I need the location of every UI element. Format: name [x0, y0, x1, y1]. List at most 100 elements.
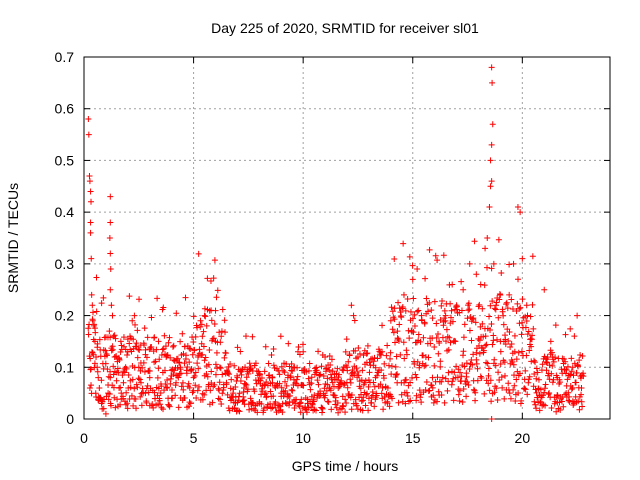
data-point [508, 296, 515, 303]
data-point [476, 337, 483, 344]
data-point [246, 360, 253, 367]
data-point [526, 373, 533, 380]
data-point [384, 342, 391, 349]
data-point [464, 379, 471, 386]
data-point [247, 395, 254, 402]
data-point [392, 339, 399, 346]
data-point [305, 367, 312, 374]
data-point [206, 347, 213, 354]
data-point [389, 395, 396, 402]
data-point [578, 391, 585, 398]
data-point [459, 399, 466, 406]
data-point [417, 338, 424, 345]
data-point [401, 355, 408, 362]
data-point [107, 286, 114, 293]
data-point [536, 407, 543, 414]
data-point [158, 404, 165, 411]
y-tick-label: 0.5 [55, 152, 75, 168]
data-point [473, 349, 480, 356]
data-point [123, 389, 130, 396]
data-point [394, 328, 401, 335]
data-point [151, 334, 158, 341]
data-point [406, 253, 413, 260]
data-point [552, 322, 559, 329]
data-point [494, 396, 501, 403]
data-point [519, 296, 526, 303]
data-point [421, 320, 428, 327]
data-point [242, 333, 249, 340]
data-point [98, 300, 105, 307]
data-point [429, 315, 436, 322]
data-point [448, 314, 455, 321]
data-point [225, 363, 232, 370]
data-point [360, 381, 367, 388]
data-point [289, 368, 296, 375]
data-point [518, 331, 525, 338]
data-point [486, 203, 493, 210]
data-point [162, 380, 169, 387]
data-point [358, 398, 365, 405]
data-point [139, 364, 146, 371]
data-point [355, 345, 362, 352]
data-point [155, 365, 162, 372]
data-point [517, 304, 524, 311]
data-point [548, 404, 555, 411]
data-point [468, 337, 475, 344]
data-point [278, 363, 285, 370]
data-point [285, 340, 292, 347]
data-point [102, 347, 109, 354]
data-point [450, 397, 457, 404]
data-point [519, 255, 526, 262]
data-point [87, 219, 94, 226]
data-point [545, 391, 552, 398]
data-point [482, 333, 489, 340]
data-point [135, 375, 142, 382]
data-point [532, 386, 539, 393]
data-point [117, 401, 124, 408]
data-point [203, 322, 210, 329]
data-point [492, 362, 499, 369]
data-point [544, 354, 551, 361]
data-point [357, 385, 364, 392]
data-point [212, 371, 219, 378]
data-point [192, 382, 199, 389]
data-point [460, 334, 467, 341]
data-point [445, 369, 452, 376]
data-point [258, 401, 265, 408]
data-point [378, 352, 385, 359]
data-point [202, 354, 209, 361]
data-point [446, 334, 453, 341]
data-point [460, 286, 467, 293]
data-point [85, 325, 92, 332]
data-point [213, 349, 220, 356]
data-point [476, 350, 483, 357]
data-point [308, 380, 315, 387]
data-point [320, 373, 327, 380]
data-point [404, 295, 411, 302]
data-point [362, 402, 369, 409]
data-point [529, 253, 536, 260]
data-point [103, 393, 110, 400]
data-point [391, 255, 398, 262]
data-point [180, 386, 187, 393]
data-point [106, 328, 113, 335]
data-point [423, 378, 430, 385]
data-point [571, 333, 578, 340]
data-point [136, 296, 143, 303]
data-point [489, 341, 496, 348]
data-point [262, 343, 269, 350]
data-point [515, 389, 522, 396]
data-point [347, 376, 354, 383]
data-point [342, 348, 349, 355]
data-point [133, 381, 140, 388]
data-point [97, 394, 104, 401]
data-point [425, 354, 432, 361]
data-point [232, 384, 239, 391]
data-point [286, 392, 293, 399]
data-point [276, 371, 283, 378]
data-point [211, 257, 218, 264]
data-point [444, 387, 451, 394]
data-point [278, 384, 285, 391]
data-point [334, 400, 341, 407]
data-point [411, 323, 418, 330]
